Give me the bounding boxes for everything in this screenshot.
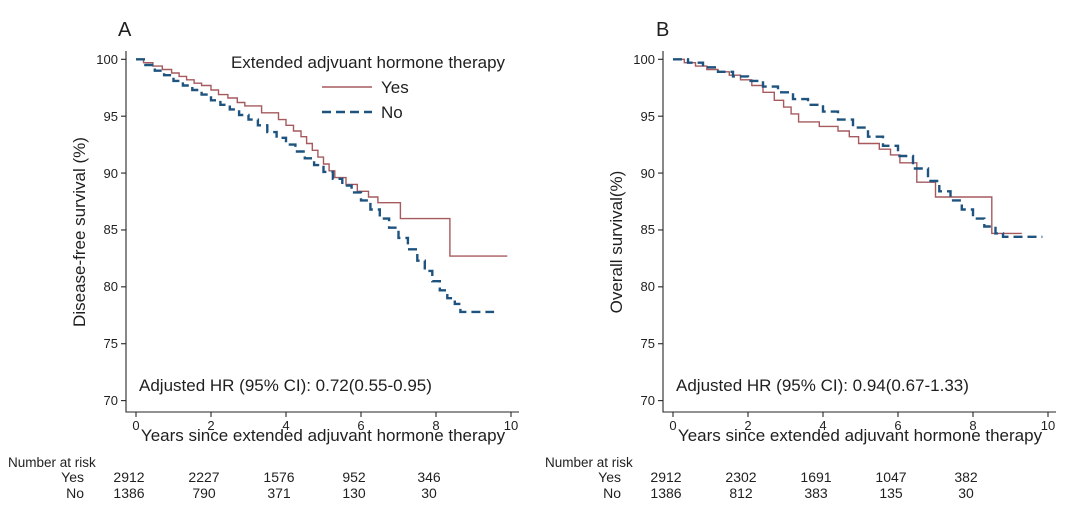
x-tick-label: 6	[357, 418, 365, 433]
risk-value-no: 1386	[113, 485, 145, 501]
y-tick-label: 80	[640, 279, 655, 295]
risk-value-yes: 1691	[800, 469, 832, 485]
x-tick-label: 0	[669, 418, 677, 433]
panel-b-risk-table-title: Number at risk	[545, 455, 633, 470]
risk-value-yes: 2302	[725, 469, 757, 485]
axes-panel-a	[125, 51, 519, 413]
risk-value-yes: 952	[342, 469, 366, 485]
panel-a-risk-row-label-no: No	[66, 485, 84, 501]
legend-label-yes: Yes	[381, 78, 409, 97]
risk-value-yes: 382	[954, 469, 978, 485]
curve-yes-panel-a	[136, 58, 508, 257]
y-tick-label: 90	[640, 165, 655, 181]
y-tick-label: 100	[633, 51, 655, 67]
risk-value-no: 1386	[650, 485, 682, 501]
y-tick-label: 85	[103, 222, 118, 238]
panel-b-x-axis-label: Years since extended adjuvant hormone th…	[677, 426, 1043, 445]
risk-value-no: 30	[421, 485, 437, 501]
panel-a-risk-table-title: Number at risk	[8, 455, 96, 470]
x-tick-label: 10	[503, 418, 519, 433]
legend-label-no: No	[381, 103, 403, 122]
curve-no-panel-b	[673, 58, 1043, 238]
curve-yes-panel-b	[673, 58, 1022, 235]
panel-a-hr-annotation: Adjusted HR (95% CI): 0.72(0.55-0.95)	[139, 376, 432, 395]
y-tick-label: 95	[103, 108, 118, 124]
x-tick-label: 4	[282, 418, 290, 433]
x-tick-label: 2	[207, 418, 215, 433]
legend-title: Extended adjvuant hormone therapy	[230, 53, 506, 72]
y-tick-label: 80	[103, 279, 118, 295]
x-tick-label: 2	[744, 418, 752, 433]
x-tick-label: 8	[969, 418, 977, 433]
panel-a-x-axis-label: Years since extended adjuvant hormone th…	[140, 426, 506, 445]
x-tick-label: 0	[132, 418, 140, 433]
risk-value-yes: 2912	[113, 469, 145, 485]
risk-value-no: 135	[879, 485, 903, 501]
y-tick-label: 95	[640, 108, 655, 124]
y-tick-label: 75	[103, 336, 118, 352]
risk-value-yes: 1047	[875, 469, 907, 485]
risk-value-no: 371	[267, 485, 291, 501]
x-tick-label: 10	[1040, 418, 1056, 433]
panel-a-risk-row-label-yes: Yes	[61, 469, 84, 485]
risk-value-no: 812	[729, 485, 753, 501]
curve-no-panel-a	[136, 58, 495, 314]
panel-b-risk-row-label-no: No	[603, 485, 621, 501]
axes-panel-b	[662, 51, 1056, 413]
risk-value-no: 30	[958, 485, 974, 501]
x-tick-label: 8	[432, 418, 440, 433]
panel-a-letter: A	[118, 19, 132, 41]
x-tick-label: 4	[819, 418, 827, 433]
y-tick-label: 70	[640, 393, 655, 409]
x-tick-label: 6	[894, 418, 902, 433]
y-tick-label: 100	[96, 51, 118, 67]
y-tick-label: 75	[640, 336, 655, 352]
panel-b-hr-annotation: Adjusted HR (95% CI): 0.94(0.67-1.33)	[676, 376, 969, 395]
risk-value-no: 383	[804, 485, 828, 501]
risk-value-no: 130	[342, 485, 366, 501]
panel-b-risk-row-label-yes: Yes	[598, 469, 621, 485]
y-tick-label: 70	[103, 393, 118, 409]
risk-value-yes: 1576	[263, 469, 295, 485]
risk-value-yes: 2912	[650, 469, 682, 485]
panel-b-letter: B	[656, 19, 670, 41]
risk-value-no: 790	[192, 485, 216, 501]
risk-value-yes: 346	[417, 469, 441, 485]
y-tick-label: 85	[640, 222, 655, 238]
y-tick-label: 90	[103, 165, 118, 181]
risk-value-yes: 2227	[188, 469, 220, 485]
